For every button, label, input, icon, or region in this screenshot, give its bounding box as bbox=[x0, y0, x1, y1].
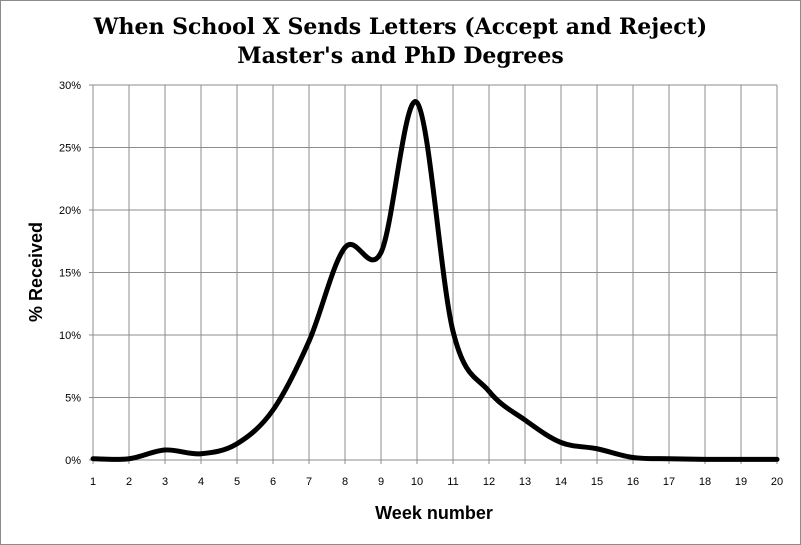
x-tick-label: 7 bbox=[306, 476, 312, 488]
x-tick-label: 1 bbox=[90, 476, 96, 488]
x-tick-label: 19 bbox=[735, 476, 747, 488]
x-axis-title: Week number bbox=[375, 503, 493, 523]
series-layer bbox=[90, 99, 780, 462]
y-tick-label: 10% bbox=[59, 330, 81, 342]
chart-subtitle: Master's and PhD Degrees bbox=[237, 43, 564, 69]
x-tick-label: 16 bbox=[627, 476, 639, 488]
x-tick-label: 20 bbox=[771, 476, 783, 488]
x-tick-label: 3 bbox=[162, 476, 168, 488]
y-tick-label: 15% bbox=[59, 268, 81, 280]
x-tick-label: 15 bbox=[591, 476, 603, 488]
y-tick-label: 30% bbox=[59, 80, 81, 92]
tick-labels: 1 2 3 4 5 6 7 8 9 10 11 12 13 14 15 16 17 18 19 200%5%10%15… bbox=[59, 80, 783, 488]
x-tick-label: 6 bbox=[270, 476, 276, 488]
x-tick-label: 17 bbox=[663, 476, 675, 488]
y-tick-label: 25% bbox=[59, 143, 81, 155]
x-tick-label: 12 bbox=[483, 476, 495, 488]
x-tick-label: 9 bbox=[378, 476, 384, 488]
chart-title: When School X Sends Letters (Accept and … bbox=[93, 14, 708, 40]
series-line bbox=[90, 99, 780, 462]
x-tick-label: 14 bbox=[555, 476, 567, 488]
y-tick-label: 20% bbox=[59, 205, 81, 217]
grid bbox=[93, 84, 778, 460]
y-tick-label: 5% bbox=[65, 393, 81, 405]
y-axis-title: % Received bbox=[26, 222, 46, 322]
x-tick-label: 18 bbox=[699, 476, 711, 488]
x-tick-label: 13 bbox=[519, 476, 531, 488]
x-tick-label: 4 bbox=[198, 476, 204, 488]
x-tick-label: 8 bbox=[342, 476, 348, 488]
y-tick-label: 0% bbox=[65, 455, 81, 467]
x-tick-label: 10 bbox=[411, 476, 423, 488]
x-tick-label: 2 bbox=[126, 476, 132, 488]
axes bbox=[89, 84, 778, 464]
x-tick-label: 5 bbox=[234, 476, 240, 488]
x-tick-label: 11 bbox=[447, 476, 458, 488]
